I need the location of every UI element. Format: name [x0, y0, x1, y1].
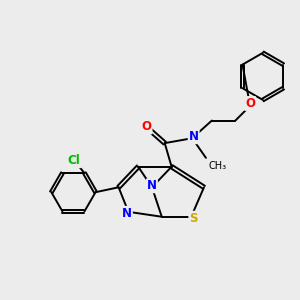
Text: CH₃: CH₃ [209, 161, 227, 171]
Text: Cl: Cl [68, 154, 81, 167]
Text: N: N [122, 207, 132, 220]
Text: S: S [189, 212, 198, 225]
Text: O: O [142, 120, 152, 134]
Text: O: O [245, 97, 255, 110]
Text: N: N [147, 179, 157, 192]
Text: N: N [189, 130, 199, 143]
